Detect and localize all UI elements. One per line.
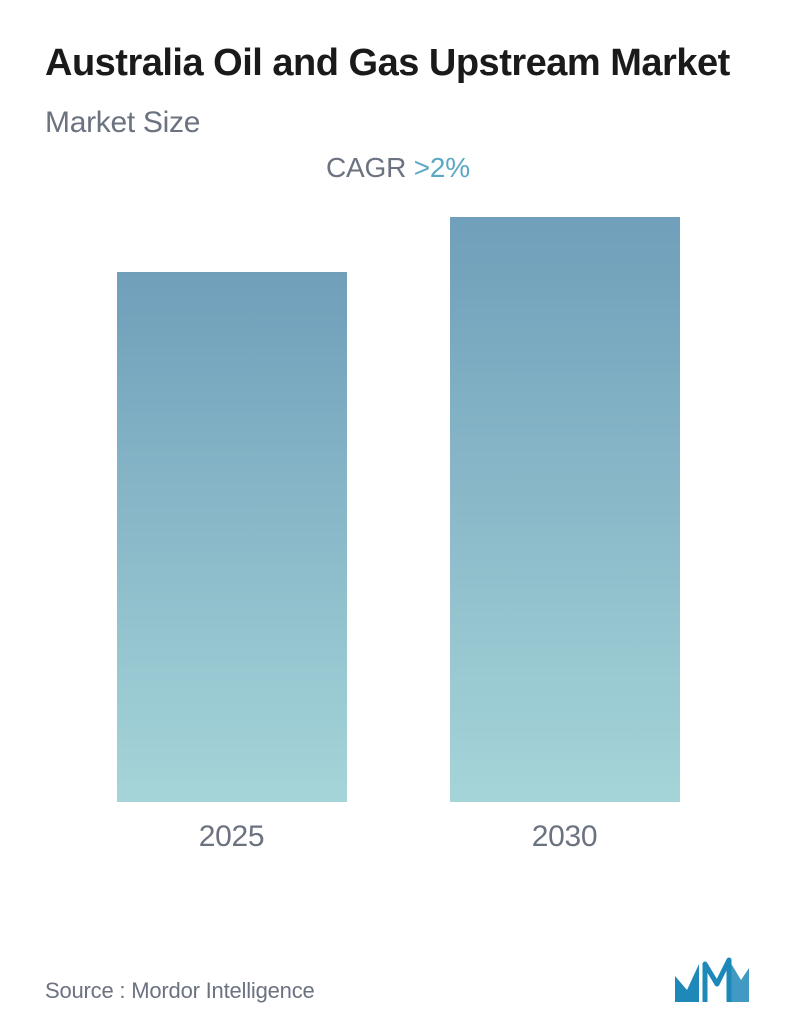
brand-logo-icon bbox=[673, 956, 751, 1004]
bar-group-2030: 2030 bbox=[425, 217, 705, 854]
chart-subtitle: Market Size bbox=[45, 106, 751, 140]
cagr-label: CAGR bbox=[326, 152, 414, 183]
chart-title: Australia Oil and Gas Upstream Market bbox=[45, 40, 751, 88]
bar-group-2025: 2025 bbox=[92, 272, 372, 854]
chart-area: 2025 2030 bbox=[45, 234, 751, 854]
source-text: Source : Mordor Intelligence bbox=[45, 978, 315, 1004]
cagr-line: CAGR >2% bbox=[45, 152, 751, 184]
cagr-value: >2% bbox=[414, 152, 470, 183]
bar-2030 bbox=[450, 217, 680, 802]
bar-label-2025: 2025 bbox=[199, 820, 265, 854]
bar-label-2030: 2030 bbox=[532, 820, 598, 854]
footer: Source : Mordor Intelligence bbox=[45, 956, 751, 1004]
bar-2025 bbox=[117, 272, 347, 802]
